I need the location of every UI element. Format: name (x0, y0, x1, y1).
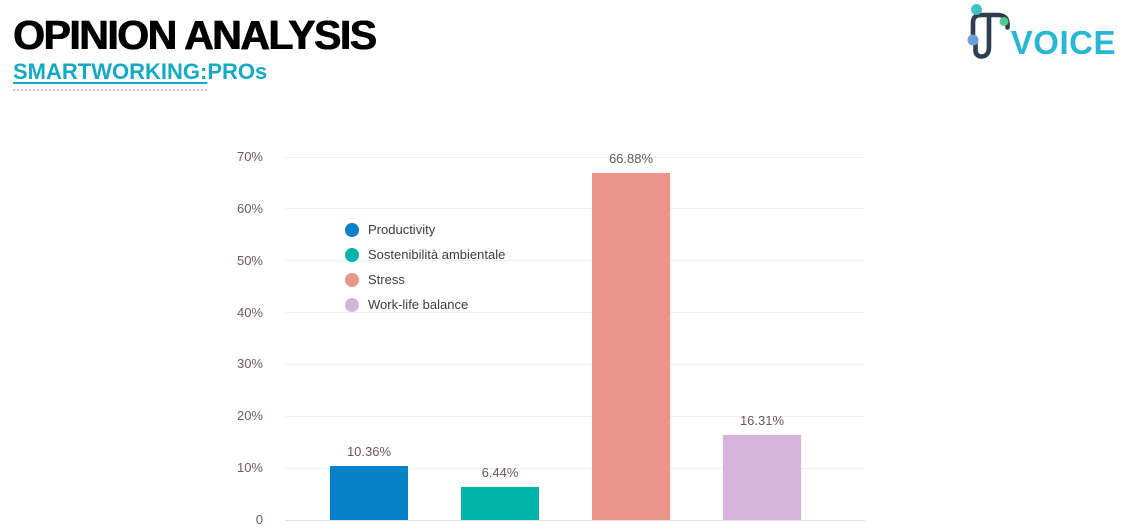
page-subtitle: SMARTWORKING: PROs (13, 59, 267, 91)
y-axis-tick-label: 50% (236, 252, 263, 268)
legend-label-stress: Stress (368, 272, 405, 287)
legend-item-work-life-balance: Work-life balance (345, 292, 505, 317)
y-axis-tick-label: 40% (236, 304, 263, 320)
gridline (285, 415, 865, 417)
legend-color-dot-work-life-balance (345, 297, 359, 312)
legend-label-work-life-balance: Work-life balance (368, 297, 469, 312)
subtitle-suffix-text: PROs (207, 59, 268, 84)
bar-stress[interactable] (592, 173, 670, 520)
gridline (285, 519, 865, 521)
legend-item-productivity: Productivity (345, 217, 505, 242)
gridline (285, 156, 865, 158)
legend-label-sostenibilit-ambientale: Sostenibilità ambientale (368, 247, 506, 262)
bar-sostenibilit-ambientale[interactable] (461, 486, 539, 520)
subtitle-underlined-text: SMARTWORKING: (13, 59, 208, 91)
y-axis-tick-label: 20% (236, 408, 263, 424)
y-axis-tick-label: 10% (236, 460, 263, 476)
y-axis-tick-label: 30% (236, 356, 263, 372)
legend-color-dot-sostenibilit-ambientale (345, 247, 359, 262)
legend-item-stress: Stress (345, 267, 505, 292)
gridline (285, 260, 865, 262)
bar-value-label-sostenibilit-ambientale: 6.44% (481, 464, 519, 480)
bar-value-label-productivity: 10.36% (346, 444, 392, 460)
gridline (285, 312, 865, 314)
legend-item-sostenibilit-ambientale: Sostenibilità ambientale (345, 242, 505, 267)
gridline (285, 208, 865, 210)
legend-color-dot-stress (345, 272, 359, 287)
y-axis-tick-label: 60% (236, 200, 263, 216)
gridline (285, 467, 865, 469)
legend-color-dot-productivity (345, 222, 359, 237)
tvoice-logo: VOICE (962, 2, 1116, 62)
page-title: OPINION ANALYSIS (13, 12, 377, 58)
y-axis-tick-label: 0 (255, 512, 263, 527)
bar-value-label-stress: 66.88% (608, 151, 654, 167)
legend-label-productivity: Productivity (368, 222, 436, 237)
y-axis-tick-label: 70% (236, 149, 263, 164)
tvoice-logo-icon (962, 2, 1016, 62)
gridline (285, 363, 865, 365)
bar-productivity[interactable] (330, 466, 408, 520)
bar-value-label-work-life-balance: 16.31% (739, 413, 785, 429)
bar-work-life-balance[interactable] (723, 435, 801, 520)
logo-text: VOICE (1010, 24, 1116, 61)
chart-legend: Productivity Sostenibilità ambientale Stre… (345, 217, 505, 317)
